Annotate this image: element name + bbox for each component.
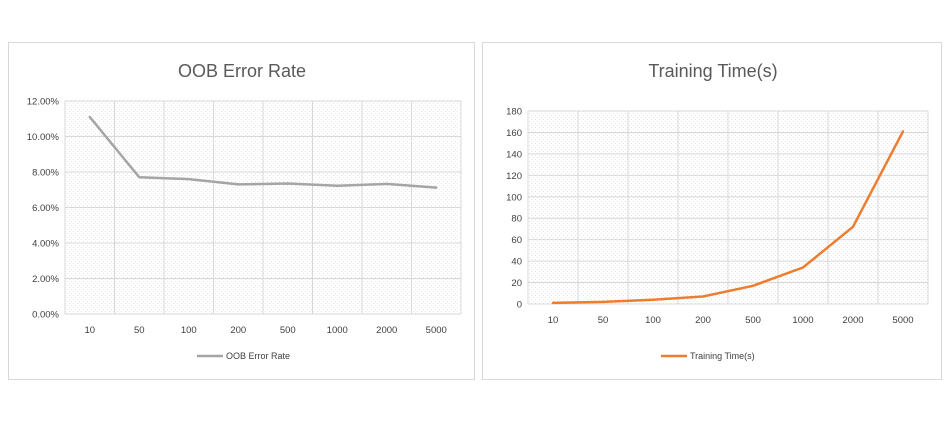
y-tick-label: 2.00% (32, 274, 59, 285)
y-tick-label: 120 (506, 171, 522, 182)
x-tick-label: 1000 (792, 315, 813, 326)
x-tick-label: 500 (745, 315, 761, 326)
legend-label: Training Time(s) (690, 351, 755, 361)
chart-title: OOB Error Rate (178, 61, 306, 81)
data-point (138, 176, 141, 179)
legend-label: OOB Error Rate (226, 351, 290, 361)
data-point (286, 182, 289, 185)
legend: OOB Error Rate (197, 351, 290, 361)
data-point (751, 284, 755, 287)
x-tick-label: 100 (181, 325, 197, 336)
x-tick-label: 50 (134, 325, 145, 336)
y-tick-label: 180 (506, 107, 522, 118)
data-point (88, 115, 91, 119)
y-tick-label: 100 (506, 192, 522, 203)
x-tick-label: 100 (645, 315, 661, 326)
y-tick-label: 10.00% (27, 132, 60, 143)
data-point (187, 177, 190, 181)
data-point (237, 183, 240, 186)
x-tick-label: 50 (598, 315, 609, 326)
x-tick-label: 500 (280, 325, 296, 336)
data-point (336, 184, 339, 188)
data-point (851, 225, 855, 228)
x-tick-label: 10 (84, 325, 95, 336)
oob-error-rate-chart-panel: OOB Error Rate 0.00% 2.00% 4.00% 6.00% 8.00%… (8, 42, 475, 380)
y-tick-label: 80 (511, 214, 522, 225)
y-tick-label: 4.00% (32, 239, 59, 250)
data-point (701, 295, 705, 298)
x-tick-label: 1000 (327, 325, 348, 336)
legend: Training Time(s) (661, 351, 755, 361)
chart-title: Training Time(s) (648, 61, 777, 81)
data-point (801, 266, 805, 269)
y-tick-label: 140 (506, 149, 522, 160)
y-tick-label: 6.00% (32, 203, 59, 214)
y-tick-label: 12.00% (27, 97, 60, 108)
oob-error-rate-chart: OOB Error Rate 0.00% 2.00% 4.00% 6.00% 8.00%… (27, 61, 462, 361)
data-point (601, 300, 605, 304)
training-time-chart-panel: Training Time(s) 0 20 40 60 80 100 120 140 160 18… (482, 42, 942, 380)
y-tick-label: 40 (511, 257, 522, 268)
data-point (435, 186, 438, 189)
y-tick-label: 60 (511, 235, 522, 246)
y-tick-label: 160 (506, 128, 522, 139)
x-tick-label: 5000 (426, 325, 447, 336)
data-point (385, 182, 388, 186)
x-tick-label: 10 (548, 315, 559, 326)
y-tick-label: 20 (511, 278, 522, 289)
x-tick-label: 5000 (892, 315, 913, 326)
y-tick-label: 0 (517, 300, 522, 311)
data-point (551, 301, 555, 305)
series-line (552, 130, 905, 305)
series-line (88, 116, 437, 189)
training-time-chart: Training Time(s) 0 20 40 60 80 100 120 140 160 18… (506, 61, 929, 361)
x-tick-label: 200 (695, 315, 711, 326)
y-tick-label: 0.00% (32, 310, 59, 321)
data-point (651, 298, 655, 301)
x-tick-label: 2000 (842, 315, 863, 326)
data-point (901, 130, 905, 133)
x-tick-label: 2000 (376, 325, 397, 336)
y-tick-label: 8.00% (32, 168, 59, 179)
x-tick-label: 200 (230, 325, 246, 336)
